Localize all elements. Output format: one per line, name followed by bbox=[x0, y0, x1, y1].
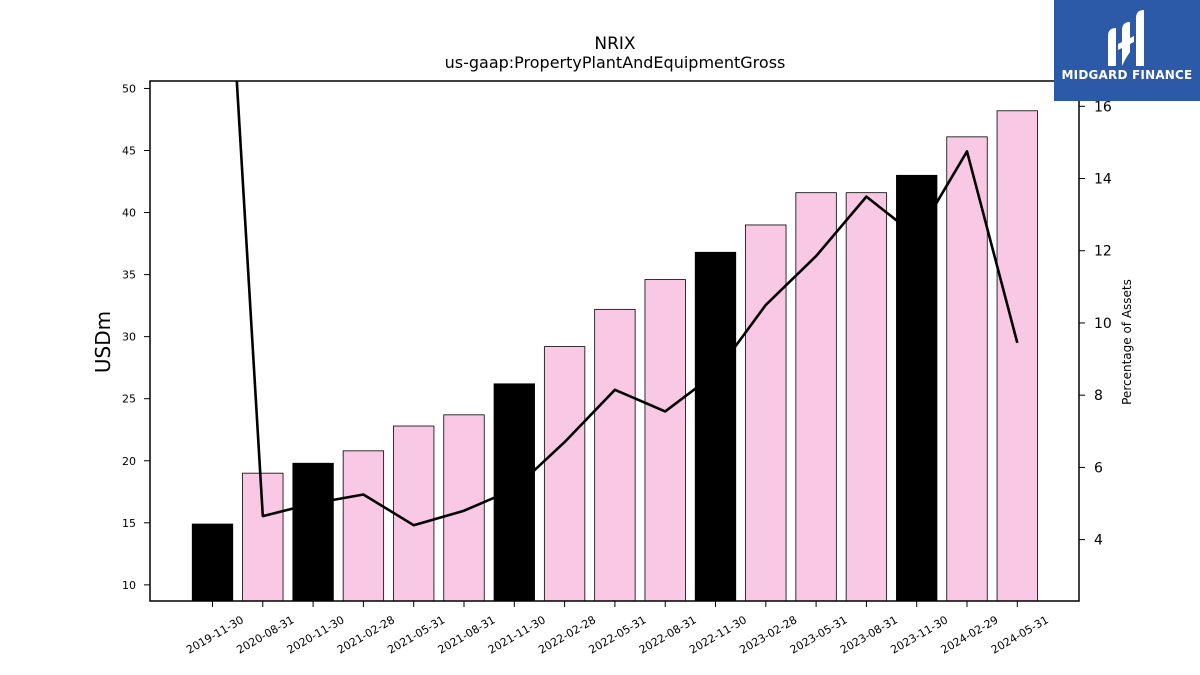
bar bbox=[594, 308, 636, 602]
y2-tick-label: 4 bbox=[1094, 533, 1103, 549]
logo-mark-icon bbox=[1108, 10, 1144, 66]
bars-layer bbox=[191, 110, 1038, 602]
y-tick-label: 30 bbox=[122, 331, 136, 344]
bar bbox=[694, 251, 737, 602]
bar bbox=[393, 425, 435, 602]
bar bbox=[342, 450, 385, 602]
y-tick-label: 40 bbox=[122, 207, 136, 220]
y2-axis-ticks: 4 6 8 10 12 14 16 bbox=[1079, 99, 1112, 549]
y2-tick-label: 12 bbox=[1094, 244, 1112, 260]
y2-tick-label: 6 bbox=[1094, 460, 1103, 476]
bar bbox=[191, 523, 234, 602]
bar bbox=[946, 136, 988, 602]
y-tick-label: 35 bbox=[122, 269, 136, 282]
y-tick-label: 50 bbox=[122, 82, 136, 95]
bar bbox=[896, 174, 938, 602]
y2-tick-label: 16 bbox=[1094, 99, 1112, 115]
bar bbox=[745, 224, 787, 602]
y-tick-label: 10 bbox=[122, 579, 136, 592]
y-axis-label: USDm bbox=[91, 311, 115, 373]
bar bbox=[242, 472, 284, 602]
y2-tick-label: 8 bbox=[1094, 388, 1103, 404]
bar bbox=[795, 192, 837, 602]
bar bbox=[644, 279, 686, 602]
bar bbox=[443, 414, 485, 602]
bar bbox=[292, 462, 334, 602]
y-tick-label: 20 bbox=[122, 455, 136, 468]
bar bbox=[543, 346, 586, 602]
y2-tick-label: 10 bbox=[1094, 316, 1112, 332]
x-axis-ticks: 2019-11-302020-08-312020-11-302021-02-28… bbox=[184, 601, 1051, 657]
chart-title: NRIX bbox=[594, 34, 636, 54]
y-tick-label: 45 bbox=[122, 144, 136, 157]
line-layer bbox=[235, 80, 1019, 527]
x-tick-label: 2024-05-31 bbox=[989, 613, 1051, 656]
y-axis-ticks: 10 15 20 25 30 35 40 45 50 bbox=[122, 82, 150, 592]
logo-text: MIDGARD FINANCE bbox=[1061, 68, 1193, 82]
bar bbox=[493, 383, 535, 602]
chart-subtitle: us-gaap:PropertyPlantAndEquipmentGross bbox=[445, 53, 786, 72]
y-tick-label: 25 bbox=[122, 393, 136, 406]
brand-logo: MIDGARD FINANCE bbox=[1054, 0, 1200, 101]
y-tick-label: 15 bbox=[122, 517, 136, 530]
percentage-line bbox=[235, 80, 1019, 527]
y2-tick-label: 14 bbox=[1094, 172, 1112, 188]
bar bbox=[845, 192, 888, 602]
bar bbox=[996, 110, 1038, 602]
y2-axis-label: Percentage of Assets bbox=[1120, 279, 1134, 405]
